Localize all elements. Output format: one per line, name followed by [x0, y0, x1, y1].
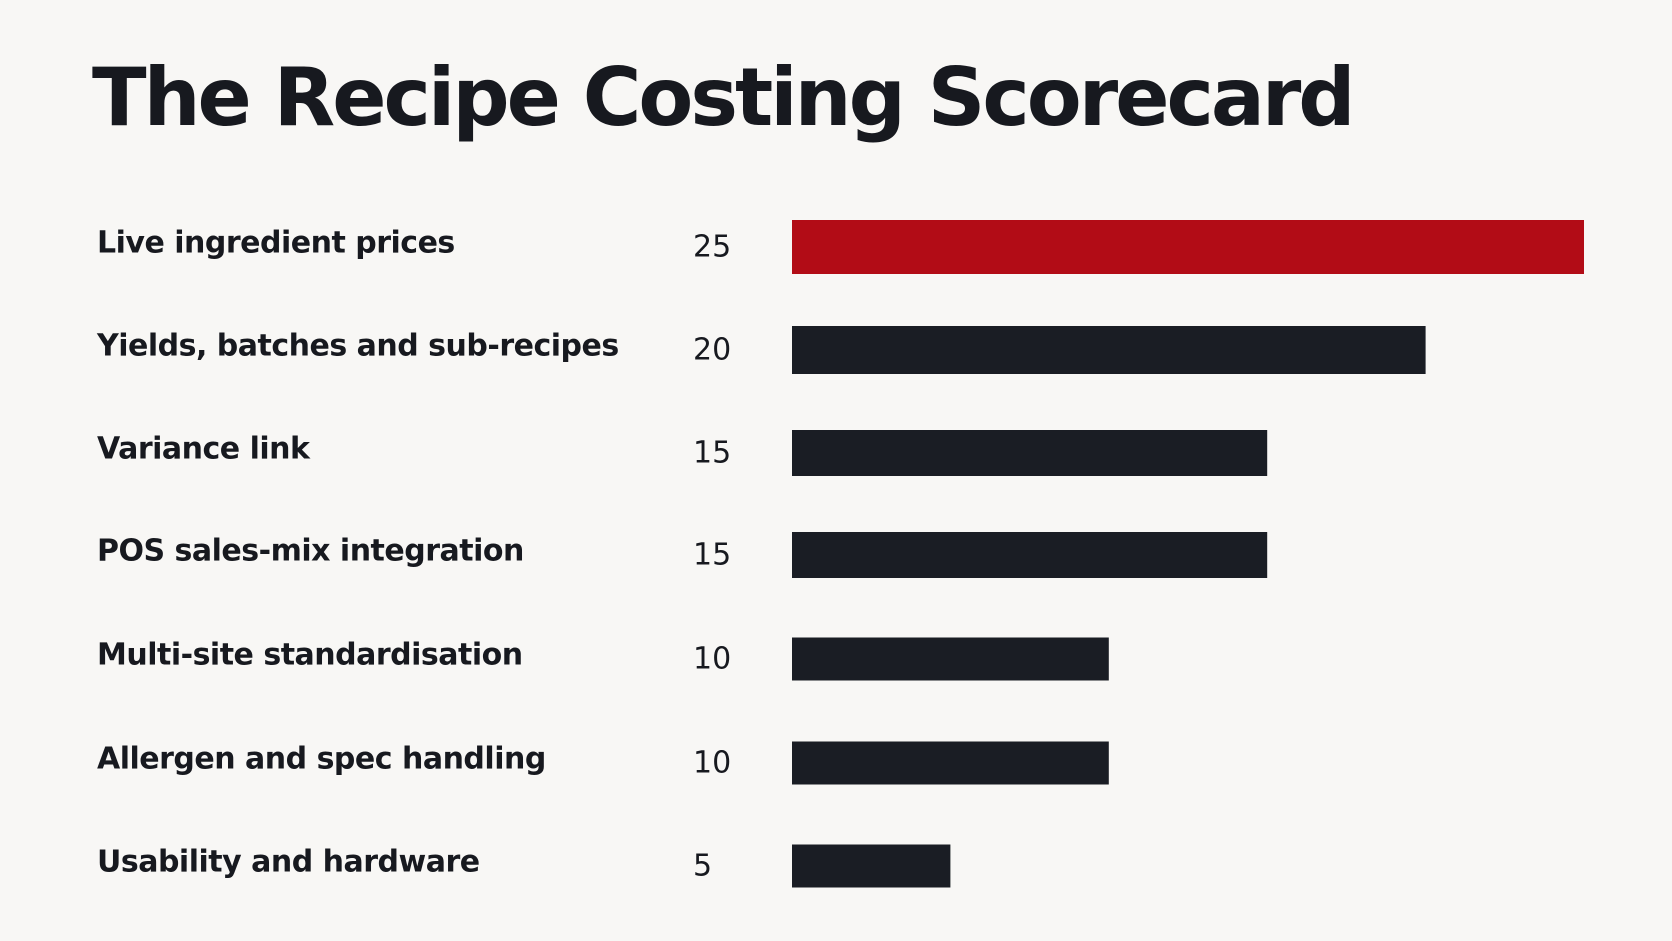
category-label: Allergen and spec handling	[97, 742, 546, 777]
bar	[792, 741, 1109, 785]
bar	[792, 430, 1268, 476]
value-label: 15	[693, 538, 731, 573]
value-label: 25	[693, 230, 731, 265]
chart-title: The Recipe Costing Scorecard	[92, 51, 1356, 144]
bar	[792, 844, 951, 888]
value-label: 10	[693, 642, 731, 677]
category-label: Yields, batches and sub-recipes	[96, 329, 619, 364]
bar	[792, 637, 1109, 681]
value-label: 10	[693, 746, 731, 781]
category-label: POS sales-mix integration	[97, 534, 524, 569]
category-label: Live ingredient prices	[97, 226, 455, 261]
category-label: Multi-site standardisation	[97, 638, 523, 673]
category-label: Usability and hardware	[97, 845, 480, 880]
value-label: 20	[693, 333, 731, 368]
value-label: 5	[693, 849, 712, 884]
category-label: Variance link	[97, 432, 311, 467]
bar	[792, 326, 1426, 374]
bar	[792, 532, 1268, 578]
bar-highlight	[792, 220, 1584, 274]
value-label: 15	[693, 436, 731, 471]
